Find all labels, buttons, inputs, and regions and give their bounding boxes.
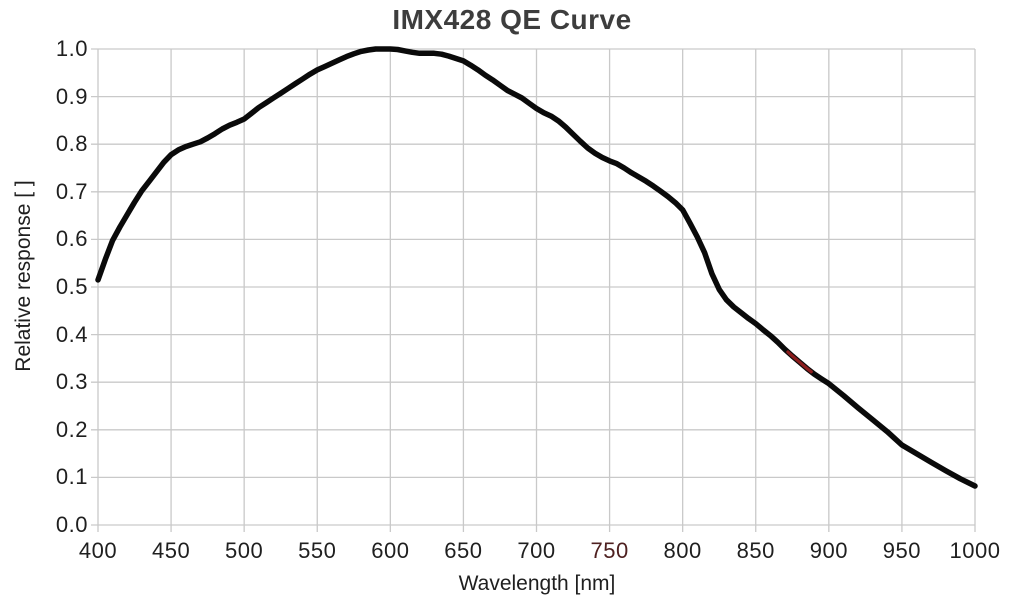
x-tick-label: 700 xyxy=(517,538,556,563)
x-axis-title: Wavelength [nm] xyxy=(458,572,616,595)
y-tick-label: 0.1 xyxy=(55,464,88,490)
y-tick-label: 0.3 xyxy=(55,369,88,395)
x-tick-label: 550 xyxy=(298,538,337,563)
y-tick-label: 0.6 xyxy=(55,226,88,252)
x-tick-label: 500 xyxy=(225,538,264,563)
y-tick-label: 0.4 xyxy=(55,321,88,347)
y-tick-label: 0.9 xyxy=(55,83,88,109)
y-tick-label: 0.7 xyxy=(55,178,88,204)
y-tick-label: 0.8 xyxy=(55,131,88,157)
x-tick-label: 650 xyxy=(444,538,483,563)
x-tick-label: 450 xyxy=(151,538,191,563)
x-tick-label: 950 xyxy=(882,538,922,563)
x-tick-label: 750 xyxy=(590,538,629,563)
qe-curve-line xyxy=(95,46,978,489)
y-axis-title: Relative response [ ] xyxy=(12,180,35,372)
x-tick-label: 900 xyxy=(809,538,848,563)
x-tick-label: 1000 xyxy=(949,538,1001,563)
red-highlight-segment xyxy=(786,350,813,374)
y-tick-label: 0.5 xyxy=(55,274,88,299)
x-tick-label: 850 xyxy=(736,538,775,563)
chart-title: IMX428 QE Curve xyxy=(392,4,632,35)
x-tick-label: 600 xyxy=(371,538,410,563)
y-tick-label: 0.2 xyxy=(55,416,88,442)
x-tick-label: 400 xyxy=(78,538,118,563)
y-tick-label: 1.0 xyxy=(55,36,88,61)
y-tick-label: 0.0 xyxy=(55,512,88,537)
x-tick-label: 800 xyxy=(663,538,702,563)
